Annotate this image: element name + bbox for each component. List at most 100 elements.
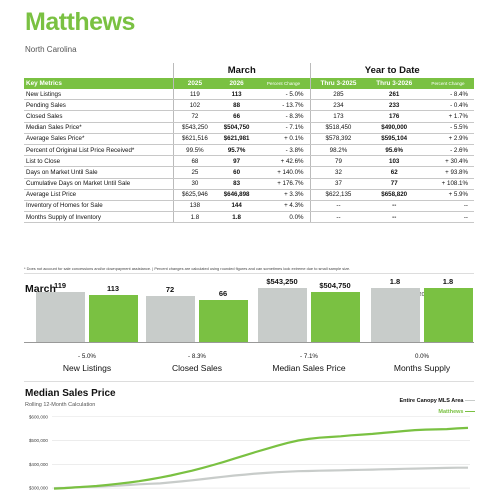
y-tick-label: $500,000	[29, 438, 49, 443]
march-2025-value: $625,946	[172, 189, 216, 201]
metrics-row: Pending Sales 102 88- 13.7% 234 233- 0.4%	[24, 99, 474, 112]
ytd-2026-value: $490,000	[366, 122, 423, 134]
march-2025-value: 138	[172, 200, 216, 213]
ytd-2025-value: 285	[309, 89, 367, 101]
bar-2025	[258, 288, 307, 342]
ytd-2026-value: $595,104	[366, 133, 423, 145]
legend-matthews: Matthews	[330, 407, 475, 418]
metrics-row: Months Supply of Inventory 1.8 1.8 0.0% -- --…	[24, 211, 474, 224]
march-2025-value: $543,250	[172, 122, 216, 134]
metric-label: Percent of Original List Price Received*	[24, 144, 174, 157]
group-header-march: March	[173, 63, 311, 78]
ytd-2025-value: --	[309, 211, 367, 224]
ytd-2025-value: $622,135	[309, 189, 367, 201]
march-percent-change: + 42.6%	[257, 155, 311, 168]
march-2026-value: 144	[215, 200, 258, 213]
march-2026-value: 113	[215, 89, 258, 101]
col-percent-change: Percent Change	[257, 78, 311, 89]
median-price-chart-subtitle: Rolling 12-Month Calculation	[25, 402, 96, 408]
bar-percent-change: - 7.1%	[300, 353, 318, 360]
march-2026-value: 83	[215, 178, 258, 190]
metrics-row: Average List Price $625,946 $646,898 + 3.3%…	[24, 189, 474, 201]
bar-category-label: Median Sales Price	[272, 363, 346, 373]
march-2026-value: $504,750	[215, 122, 258, 134]
metric-label: Closed Sales	[24, 110, 174, 123]
metrics-row: Percent of Original List Price Received*…	[24, 144, 474, 157]
col-2025: 2025	[172, 78, 216, 89]
ytd-percent-change: + 30.4%	[422, 155, 474, 168]
metrics-row: Cumulative Days on Market Until Sale 30 83…	[24, 178, 474, 190]
march-percent-change: + 4.3%	[257, 200, 311, 213]
metric-label: Average Sales Price*	[24, 133, 174, 145]
ytd-2026-value: --	[366, 211, 423, 224]
ytd-2026-value: 77	[366, 178, 423, 190]
bar-value-label: 1.8	[389, 277, 401, 286]
bar-2026	[424, 288, 473, 342]
march-2025-value: 30	[172, 178, 216, 190]
ytd-2026-value: 103	[366, 155, 423, 168]
metrics-table-body: New Listings 119 113- 5.0% 285 261- 8.4% Pend…	[24, 89, 474, 224]
metric-label: Pending Sales	[24, 99, 174, 112]
y-tick-label: $300,000	[29, 486, 49, 491]
ytd-2025-value: 234	[309, 99, 367, 112]
bar-2026	[199, 299, 248, 342]
ytd-2025-value: 79	[309, 155, 367, 168]
y-tick-label: $600,000	[29, 414, 49, 419]
ytd-percent-change: - 5.5%	[422, 122, 474, 134]
march-2026-value: 88	[215, 99, 258, 112]
metrics-row: Average Sales Price* $621,516 $621,981 + 0.…	[24, 133, 474, 145]
metrics-row: List to Close 68 97 + 42.6% 79 103 + 30.4%	[24, 155, 474, 168]
march-2026-value: 1.8	[215, 211, 258, 224]
bar-percent-change: 0.0%	[414, 353, 430, 360]
metrics-row: Inventory of Homes for Sale 138 144 + 4.3% -…	[24, 200, 474, 213]
col-2026: 2026	[215, 78, 258, 89]
canopy-series-line	[53, 466, 468, 490]
metric-label: Days on Market Until Sale	[24, 166, 174, 179]
page-subtitle: North Carolina	[25, 45, 77, 54]
march-2026-value: 60	[215, 166, 258, 179]
march-percent-change: - 5.0%	[257, 89, 311, 101]
metric-label: Cumulative Days on Market Until Sale	[24, 178, 174, 190]
march-bar-chart: 119 113 - 5.0% New Listings 72 66 - 8.3% Closed…	[24, 277, 474, 373]
bar-value-label: 72	[165, 285, 175, 295]
march-percent-change: - 13.7%	[257, 99, 311, 112]
metrics-row: New Listings 119 113- 5.0% 285 261- 8.4%	[24, 89, 474, 101]
col-percent-change-ytd: Percent Change	[422, 78, 474, 89]
march-percent-change: + 0.1%	[257, 133, 311, 145]
ytd-2025-value: 98.2%	[309, 144, 367, 157]
legend-canopy: Entire Canopy MLS Area	[330, 396, 475, 407]
ytd-percent-change: --	[422, 211, 474, 224]
ytd-2025-value: 32	[309, 166, 367, 179]
metric-label: Median Sales Price*	[24, 122, 174, 134]
ytd-2026-value: 95.6%	[366, 144, 423, 157]
march-2025-value: 119	[172, 89, 216, 101]
march-2025-value: 1.8	[172, 211, 216, 224]
bar-section-title: March	[25, 283, 56, 295]
march-2026-value: 97	[215, 155, 258, 168]
ytd-percent-change: - 2.6%	[422, 144, 474, 157]
bar-value-label: 66	[218, 288, 228, 298]
march-2025-value: 102	[172, 99, 216, 112]
march-2026-value: 66	[215, 110, 258, 123]
bar-2025	[146, 296, 195, 342]
ytd-percent-change: --	[422, 200, 474, 213]
metric-label: List to Close	[24, 155, 174, 168]
ytd-percent-change: - 0.4%	[422, 99, 474, 112]
ytd-percent-change: + 93.8%	[422, 166, 474, 179]
col-thru-2026: Thru 3-2026	[366, 78, 423, 89]
metric-label: Inventory of Homes for Sale	[24, 200, 174, 213]
bar-2026	[89, 294, 138, 342]
march-2025-value: 25	[172, 166, 216, 179]
bar-percent-change: - 5.0%	[78, 353, 96, 360]
bar-2025	[36, 292, 85, 342]
bar-value-label: $504,750	[319, 280, 351, 290]
bar-category-label: Closed Sales	[171, 363, 223, 373]
metric-label: New Listings	[24, 89, 174, 101]
metrics-row: Days on Market Until Sale 25 60 + 140.0% 32 6…	[24, 166, 474, 179]
march-percent-change: + 3.3%	[257, 189, 311, 201]
ytd-percent-change: + 108.1%	[422, 178, 474, 190]
ytd-2026-value: 176	[366, 110, 423, 123]
march-percent-change: - 7.1%	[257, 122, 311, 134]
ytd-2026-value: 261	[366, 89, 423, 101]
